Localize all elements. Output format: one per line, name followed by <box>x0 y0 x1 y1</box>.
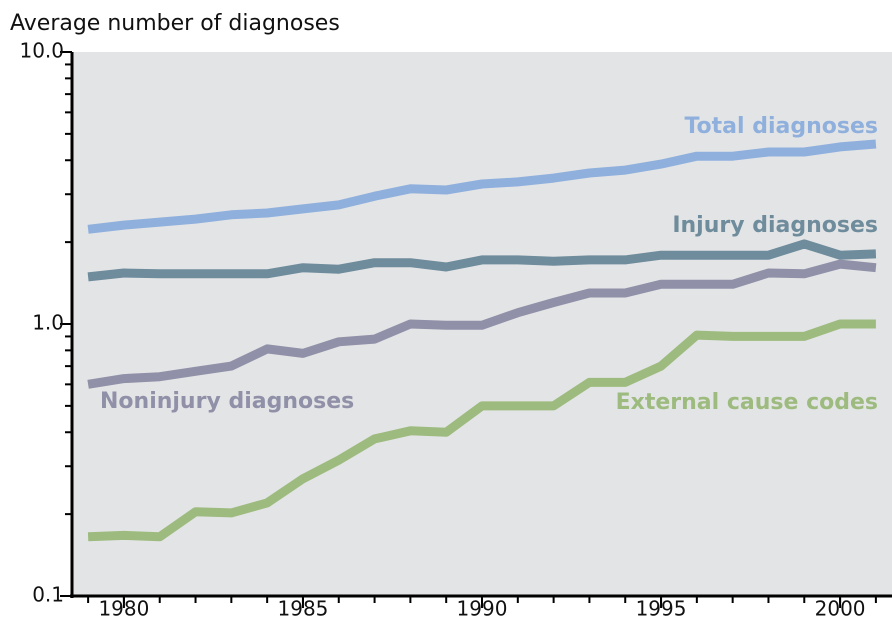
series-line <box>87 139 877 234</box>
series-line <box>87 319 876 542</box>
x-tick-label: 2000 <box>815 597 866 621</box>
series-lines <box>87 139 877 542</box>
y-tick-label: 10.0 <box>19 39 64 63</box>
series-label: External cause codes <box>616 390 878 415</box>
x-tick-label: 1990 <box>457 597 508 621</box>
series-label: Noninjury diagnoses <box>100 389 354 414</box>
chart-title: Average number of diagnoses <box>10 11 340 36</box>
series-line <box>87 259 877 389</box>
x-tick-label: 1995 <box>636 597 687 621</box>
y-tick-label: 0.1 <box>32 583 64 607</box>
series-label: Injury diagnoses <box>672 213 878 238</box>
x-tick-label: 1980 <box>98 597 149 621</box>
series-line <box>87 239 877 282</box>
y-tick-label: 1.0 <box>32 311 64 335</box>
x-tick-label: 1985 <box>278 597 329 621</box>
series-label: Total diagnoses <box>684 114 878 139</box>
